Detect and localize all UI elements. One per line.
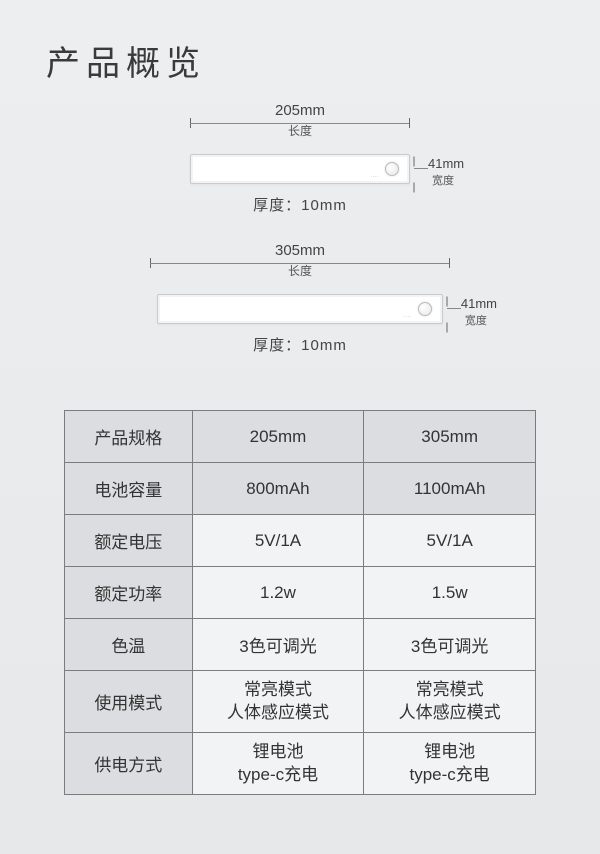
length-dimension: 205mm 长度 bbox=[190, 120, 410, 154]
length-label: 长度 bbox=[150, 262, 450, 279]
row-value: 800mAh bbox=[192, 463, 364, 515]
row-value: 1.5w bbox=[364, 567, 536, 619]
table-row: 额定功率1.2w1.5w bbox=[65, 567, 536, 619]
length-dimension: 305mm 长度 bbox=[150, 260, 450, 294]
product-bar: ···· bbox=[190, 154, 410, 184]
thickness-label: 厚度：10mm bbox=[100, 334, 500, 355]
row-value: 锂电池type-c充电 bbox=[192, 733, 364, 795]
row-value: 常亮模式人体感应模式 bbox=[364, 671, 536, 733]
row-value: 3色可调光 bbox=[192, 619, 364, 671]
row-value: 5V/1A bbox=[192, 515, 364, 567]
table-row: 色温3色可调光3色可调光 bbox=[65, 619, 536, 671]
page: 产品概览 205mm 长度 ···· 41mm 宽度 厚度：10mm 305mm bbox=[0, 0, 600, 854]
row-label: 供电方式 bbox=[65, 733, 193, 795]
row-label: 使用模式 bbox=[65, 671, 193, 733]
table-row: 供电方式锂电池type-c充电锂电池type-c充电 bbox=[65, 733, 536, 795]
table-header-row: 产品规格 205mm 305mm bbox=[65, 411, 536, 463]
product-diagram-205: 205mm 长度 ···· 41mm 宽度 厚度：10mm bbox=[125, 120, 475, 215]
row-value: 1.2w bbox=[192, 567, 364, 619]
table-row: 使用模式常亮模式人体感应模式常亮模式人体感应模式 bbox=[65, 671, 536, 733]
width-label: 宽度 bbox=[465, 312, 487, 328]
sensor-knob-icon bbox=[385, 162, 399, 176]
header-cell: 产品规格 bbox=[65, 411, 193, 463]
product-bar: ···· bbox=[157, 294, 443, 324]
width-label: 宽度 bbox=[432, 172, 454, 188]
width-dimension: 41mm 宽度 bbox=[410, 154, 470, 184]
sensor-knob-icon bbox=[418, 302, 432, 316]
bar-row: ···· 41mm 宽度 bbox=[100, 294, 500, 324]
length-value: 205mm bbox=[190, 102, 410, 119]
row-value: 3色可调光 bbox=[364, 619, 536, 671]
width-value: 41mm bbox=[428, 156, 464, 171]
width-dimension: 41mm 宽度 bbox=[443, 294, 500, 324]
row-value: 锂电池type-c充电 bbox=[364, 733, 536, 795]
row-label: 额定功率 bbox=[65, 567, 193, 619]
table-row: 电池容量800mAh1100mAh bbox=[65, 463, 536, 515]
row-value: 1100mAh bbox=[364, 463, 536, 515]
length-label: 长度 bbox=[190, 122, 410, 139]
page-title: 产品概览 bbox=[46, 36, 206, 85]
product-mark: ···· bbox=[370, 174, 379, 180]
row-label: 电池容量 bbox=[65, 463, 193, 515]
header-cell: 205mm bbox=[192, 411, 364, 463]
bar-row: ···· 41mm 宽度 bbox=[125, 154, 475, 184]
row-value: 5V/1A bbox=[364, 515, 536, 567]
thickness-label: 厚度：10mm bbox=[125, 194, 475, 215]
spec-table: 产品规格 205mm 305mm 电池容量800mAh1100mAh额定电压5V… bbox=[64, 410, 536, 795]
length-value: 305mm bbox=[150, 242, 450, 259]
row-value: 常亮模式人体感应模式 bbox=[192, 671, 364, 733]
header-cell: 305mm bbox=[364, 411, 536, 463]
row-label: 色温 bbox=[65, 619, 193, 671]
table-row: 额定电压5V/1A5V/1A bbox=[65, 515, 536, 567]
product-diagram-305: 305mm 长度 ···· 41mm 宽度 厚度：10mm bbox=[100, 260, 500, 355]
row-label: 额定电压 bbox=[65, 515, 193, 567]
width-value: 41mm bbox=[461, 296, 497, 311]
product-mark: ···· bbox=[403, 314, 412, 320]
